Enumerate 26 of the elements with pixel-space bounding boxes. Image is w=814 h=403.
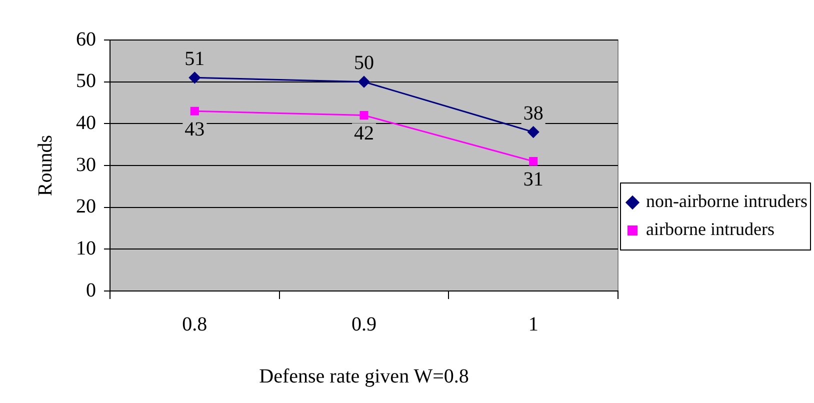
point — [358, 76, 370, 88]
x-tick-label: 1 — [528, 313, 538, 336]
y-tick-label: 50 — [76, 70, 96, 92]
data-label: 31 — [523, 168, 544, 191]
y-tick-label: 30 — [76, 154, 96, 176]
point — [529, 157, 538, 166]
x-tick-label: 0.9 — [352, 313, 376, 336]
point — [360, 111, 368, 120]
data-label: 51 — [184, 48, 205, 70]
y-tick-label: 60 — [76, 28, 96, 50]
data-label: 50 — [354, 52, 374, 74]
x-axis-title: Defense rate given W=0.8 — [259, 365, 469, 388]
point — [528, 126, 540, 138]
y-tick-label: 40 — [76, 112, 96, 134]
point — [190, 106, 199, 116]
y-tick-label: 0 — [86, 279, 96, 302]
data-label: 43 — [184, 118, 205, 140]
x-tick-label: 0.8 — [182, 313, 208, 336]
point — [188, 72, 200, 84]
y-tick-label: 20 — [76, 196, 96, 218]
data-label: 42 — [354, 122, 374, 145]
legend-label: airborne intruders — [646, 219, 774, 240]
y-tick-label: 10 — [76, 237, 96, 260]
y-axis-title: Rounds — [34, 134, 56, 196]
legend-label: non-airborne intruders — [646, 191, 808, 212]
data-label: 38 — [523, 102, 544, 124]
